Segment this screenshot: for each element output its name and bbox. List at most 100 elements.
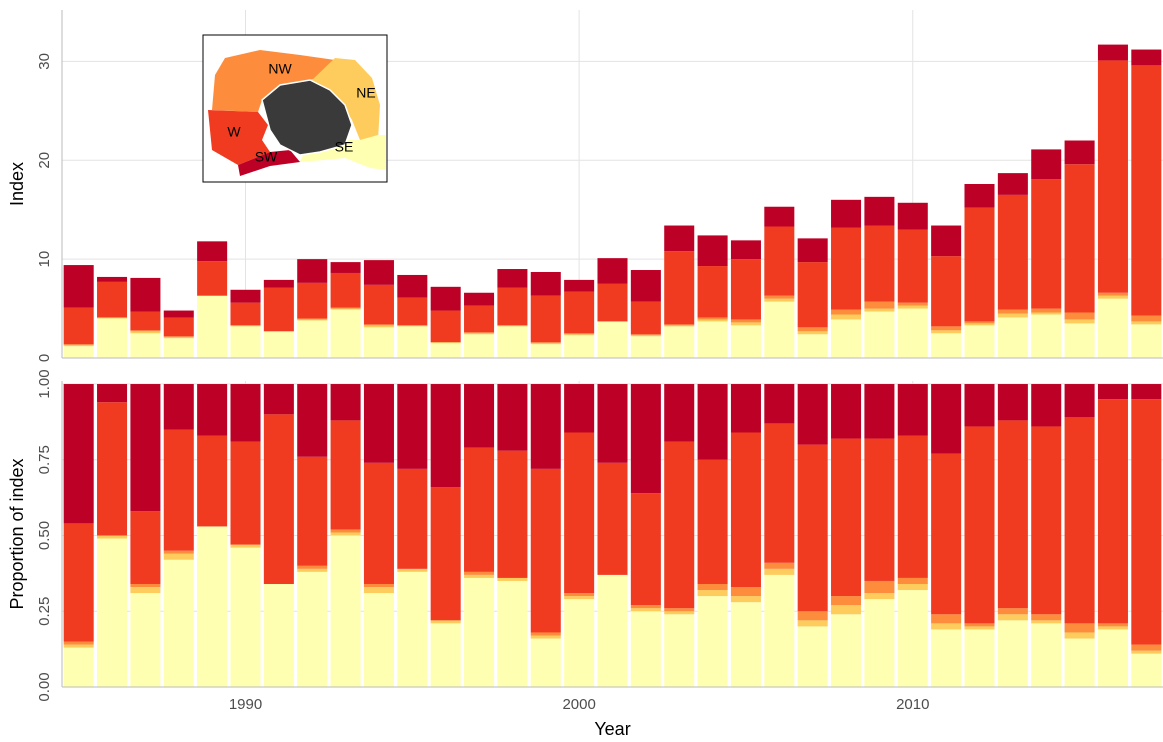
map-region [208, 110, 270, 165]
bar-segment [163, 317, 194, 337]
bar-segment [363, 593, 394, 687]
bar-segment [1031, 314, 1062, 358]
bar-segment [564, 432, 595, 594]
bar-segment [1031, 614, 1062, 621]
bar-segment [597, 574, 628, 687]
bar-segment [997, 173, 1028, 195]
bar-segment [230, 326, 261, 358]
bar-segment [163, 553, 194, 560]
bar-segment [330, 272, 361, 308]
bar-segment [430, 310, 461, 343]
bar-segment [797, 626, 828, 687]
bar-segment [630, 335, 661, 337]
bar-segment [1131, 650, 1162, 654]
bar-segment [564, 593, 595, 597]
bar-segment [330, 532, 361, 536]
bar-segment [864, 196, 895, 226]
bar-segment [497, 450, 528, 578]
bar-segment [931, 384, 962, 454]
bar-segment [230, 325, 261, 327]
bar-segment [363, 260, 394, 285]
bar-segment [130, 277, 161, 312]
bar-segment [530, 344, 561, 358]
bar-segment [1097, 60, 1128, 293]
y-tick-label: 0 [36, 354, 53, 362]
bar-segment [764, 568, 795, 575]
bar-segment [597, 258, 628, 284]
bar-segment [730, 602, 761, 687]
bar-segment [430, 620, 461, 624]
bar-segment [530, 384, 561, 469]
bar-segment [864, 301, 895, 309]
bar-segment [363, 462, 394, 584]
bar-segment [764, 423, 795, 563]
bar-segment [797, 262, 828, 328]
bar-segment [263, 287, 294, 332]
bar-segment [1064, 140, 1095, 165]
bar-segment [697, 319, 728, 322]
bar-segment [997, 194, 1028, 310]
bar-segment [797, 238, 828, 263]
bar-segment [464, 577, 495, 687]
bar-segment [997, 614, 1028, 621]
bar-segment [831, 596, 862, 606]
map-label: NE [356, 85, 375, 101]
bar-segment [831, 199, 862, 228]
bar-segment [1131, 324, 1162, 358]
bar-segment [63, 644, 94, 648]
bar-segment [630, 611, 661, 687]
bar-segment [197, 526, 228, 687]
bar-segment [664, 251, 695, 325]
bar-segment [797, 444, 828, 612]
bar-segment [397, 325, 428, 327]
bar-segment [697, 317, 728, 320]
bar-segment [1131, 399, 1162, 645]
bar-segment [430, 342, 461, 344]
bar-segment [497, 384, 528, 451]
bar-segment [697, 590, 728, 597]
bar-segment [230, 302, 261, 326]
bar-segment [764, 298, 795, 302]
bar-segment [864, 593, 895, 600]
bar-segment [197, 261, 228, 296]
bar-segment [664, 384, 695, 442]
map-label: W [227, 124, 241, 140]
bar-segment [530, 271, 561, 296]
bar-segment [130, 333, 161, 358]
bar-segment [430, 487, 461, 621]
bar-segment [697, 266, 728, 318]
bar-segment [97, 281, 128, 318]
bar-segment [464, 305, 495, 333]
bar-segment [997, 313, 1028, 318]
bar-segment [630, 608, 661, 612]
bar-segment [831, 227, 862, 310]
bar-segment [197, 241, 228, 262]
bar-segment [230, 544, 261, 548]
bar-segment [730, 322, 761, 326]
bar-segment [330, 262, 361, 273]
bar-segment [1097, 295, 1128, 299]
bar-segment [130, 583, 161, 588]
bar-segment [664, 614, 695, 687]
bar-segment [464, 332, 495, 334]
bar-segment [330, 535, 361, 687]
bar-segment [163, 384, 194, 430]
y-axis-title: Index [7, 162, 27, 206]
bar-segment [430, 623, 461, 687]
bar-segment [230, 289, 261, 303]
bar-segment [864, 438, 895, 581]
bar-segment [330, 529, 361, 533]
bar-segment [831, 384, 862, 439]
bar-segment [1064, 638, 1095, 687]
y-tick-label: 1.00 [36, 369, 53, 398]
bar-segment [163, 559, 194, 687]
y-tick-label: 0.50 [36, 521, 53, 550]
bar-segment [263, 414, 294, 584]
bar-segment [831, 314, 862, 320]
bar-segment [1064, 384, 1095, 418]
map-glacier [261, 79, 353, 156]
bar-segment [931, 623, 962, 630]
bar-segment [630, 301, 661, 335]
bar-segment [997, 309, 1028, 314]
